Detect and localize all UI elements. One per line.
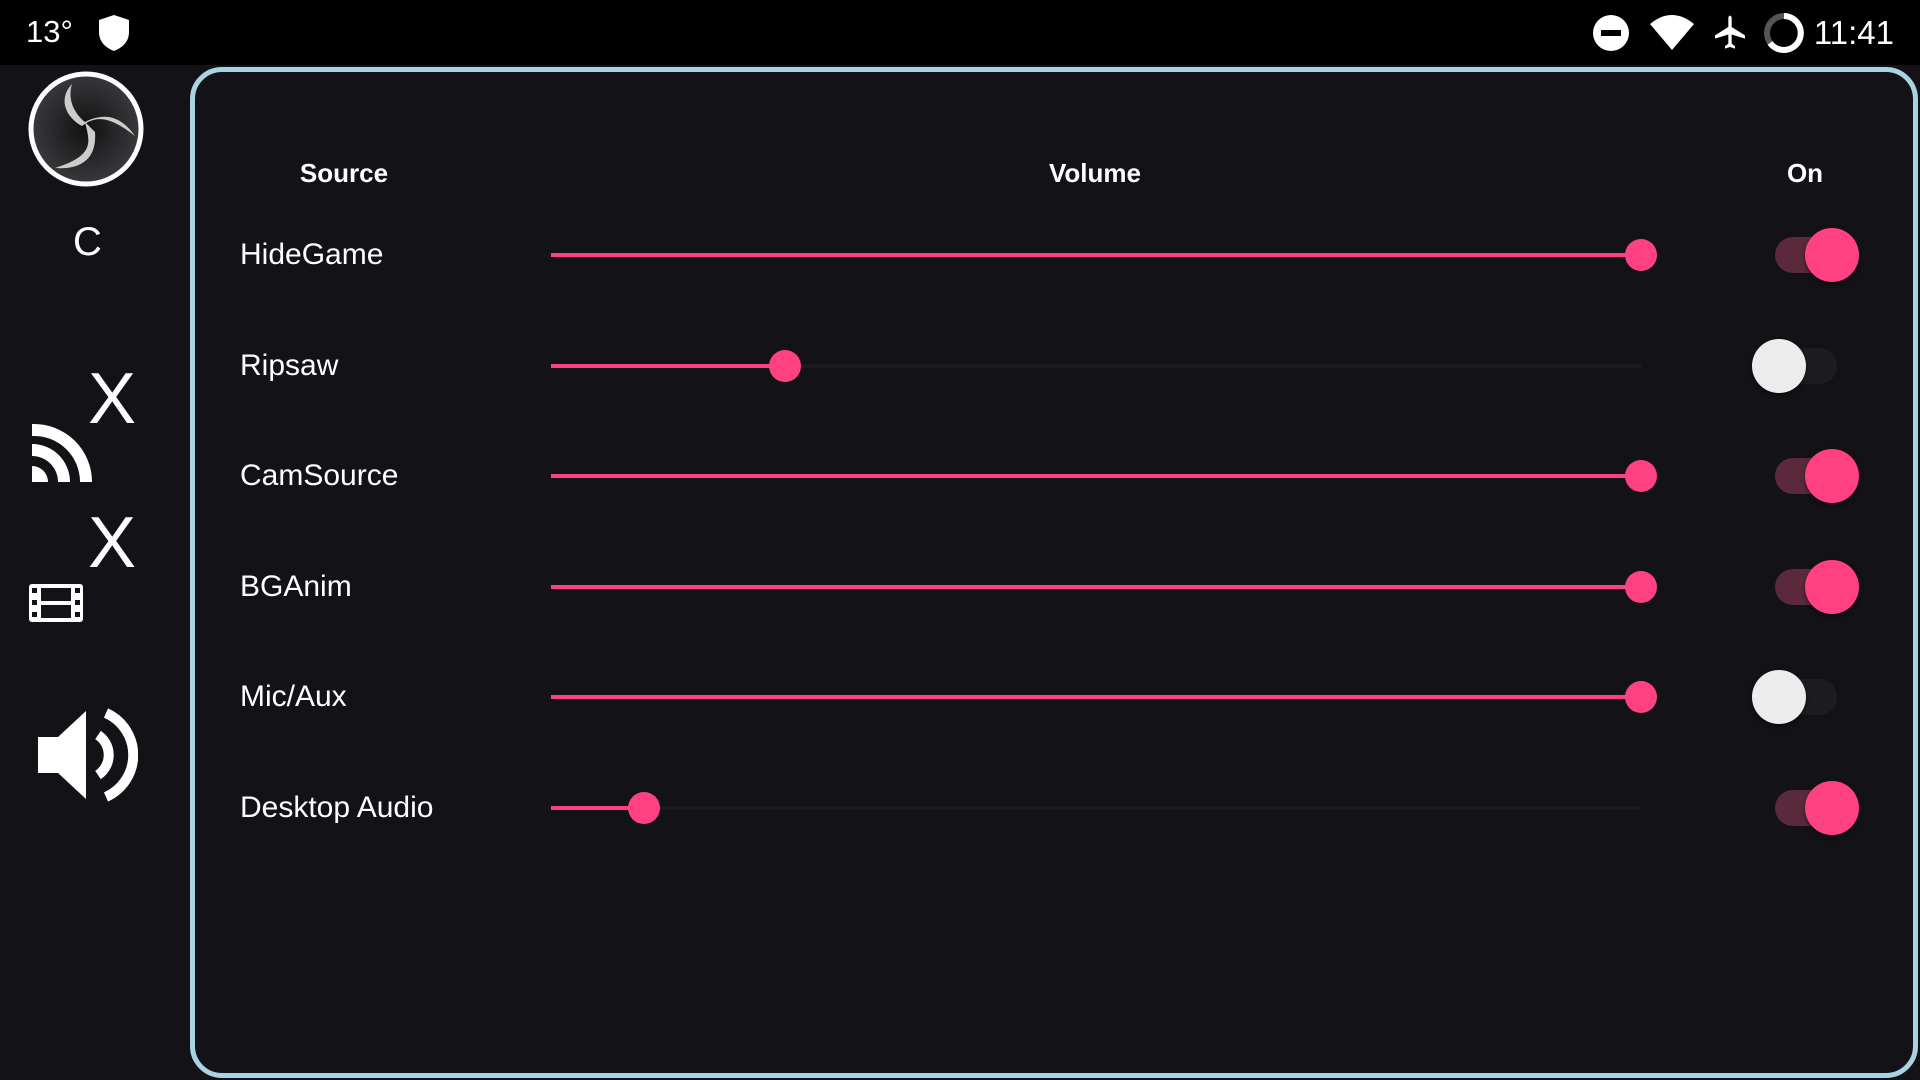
volume-thumb[interactable] [627, 792, 660, 824]
volume-slider[interactable] [551, 570, 1657, 603]
film-icon[interactable] [29, 584, 83, 622]
volume-slider[interactable] [551, 349, 1641, 382]
volume-thumb[interactable] [1625, 681, 1657, 714]
clock: 11:41 [1813, 14, 1894, 51]
toggle-knob [1752, 670, 1806, 725]
volume-slider[interactable] [551, 239, 1657, 271]
volume-fill [551, 363, 786, 368]
volume-slider[interactable] [551, 681, 1657, 714]
wifi-icon [1650, 15, 1694, 50]
header-source: Source [299, 158, 389, 188]
airplane-mode-icon [1715, 15, 1745, 49]
source-toggle[interactable] [1775, 228, 1859, 282]
source-name: HideGame [240, 238, 384, 271]
battery-ring-icon [1764, 13, 1804, 53]
volume-fill [551, 474, 1641, 479]
volume-fill [551, 806, 644, 810]
toggle-knob [1805, 559, 1859, 614]
volume-thumb[interactable] [1625, 239, 1657, 271]
status-bar: 13° 11:41 [0, 0, 1920, 65]
toggle-knob [1752, 338, 1806, 393]
volume-thumb[interactable] [769, 349, 802, 382]
toggle-knob [1805, 228, 1859, 282]
source-toggle[interactable] [1775, 781, 1859, 835]
toggle-knob [1805, 781, 1859, 835]
source-name: Mic/Aux [240, 680, 347, 714]
source-name: BGAnim [240, 569, 352, 603]
source-toggle[interactable] [1775, 559, 1859, 614]
source-toggle[interactable] [1752, 670, 1837, 725]
header-volume: Volume [1049, 158, 1141, 188]
source-name: Desktop Audio [240, 791, 434, 824]
toggle-knob [1805, 449, 1859, 504]
cast-icon[interactable] [30, 420, 94, 484]
temperature: 13° [26, 14, 73, 49]
volume-slider[interactable] [551, 460, 1657, 493]
stream-status: X [88, 359, 137, 439]
source-toggle[interactable] [1775, 449, 1859, 504]
volume-slider[interactable] [551, 792, 1641, 824]
volume-icon[interactable] [36, 705, 138, 805]
volume-fill [551, 584, 1641, 589]
do-not-disturb-icon [1593, 15, 1629, 51]
source-name: CamSource [240, 459, 399, 493]
volume-fill [551, 695, 1641, 700]
header-on: On [1786, 158, 1824, 188]
shield-icon [99, 15, 129, 51]
record-status: X [88, 503, 137, 583]
source-name: Ripsaw [240, 348, 339, 382]
audio-mixer-panel [190, 67, 1918, 1078]
source-toggle[interactable] [1752, 338, 1837, 393]
scene-label: C [73, 220, 102, 264]
obs-logo[interactable] [27, 70, 145, 188]
volume-thumb[interactable] [1625, 460, 1657, 493]
volume-thumb[interactable] [1625, 570, 1657, 603]
volume-fill [551, 253, 1641, 257]
